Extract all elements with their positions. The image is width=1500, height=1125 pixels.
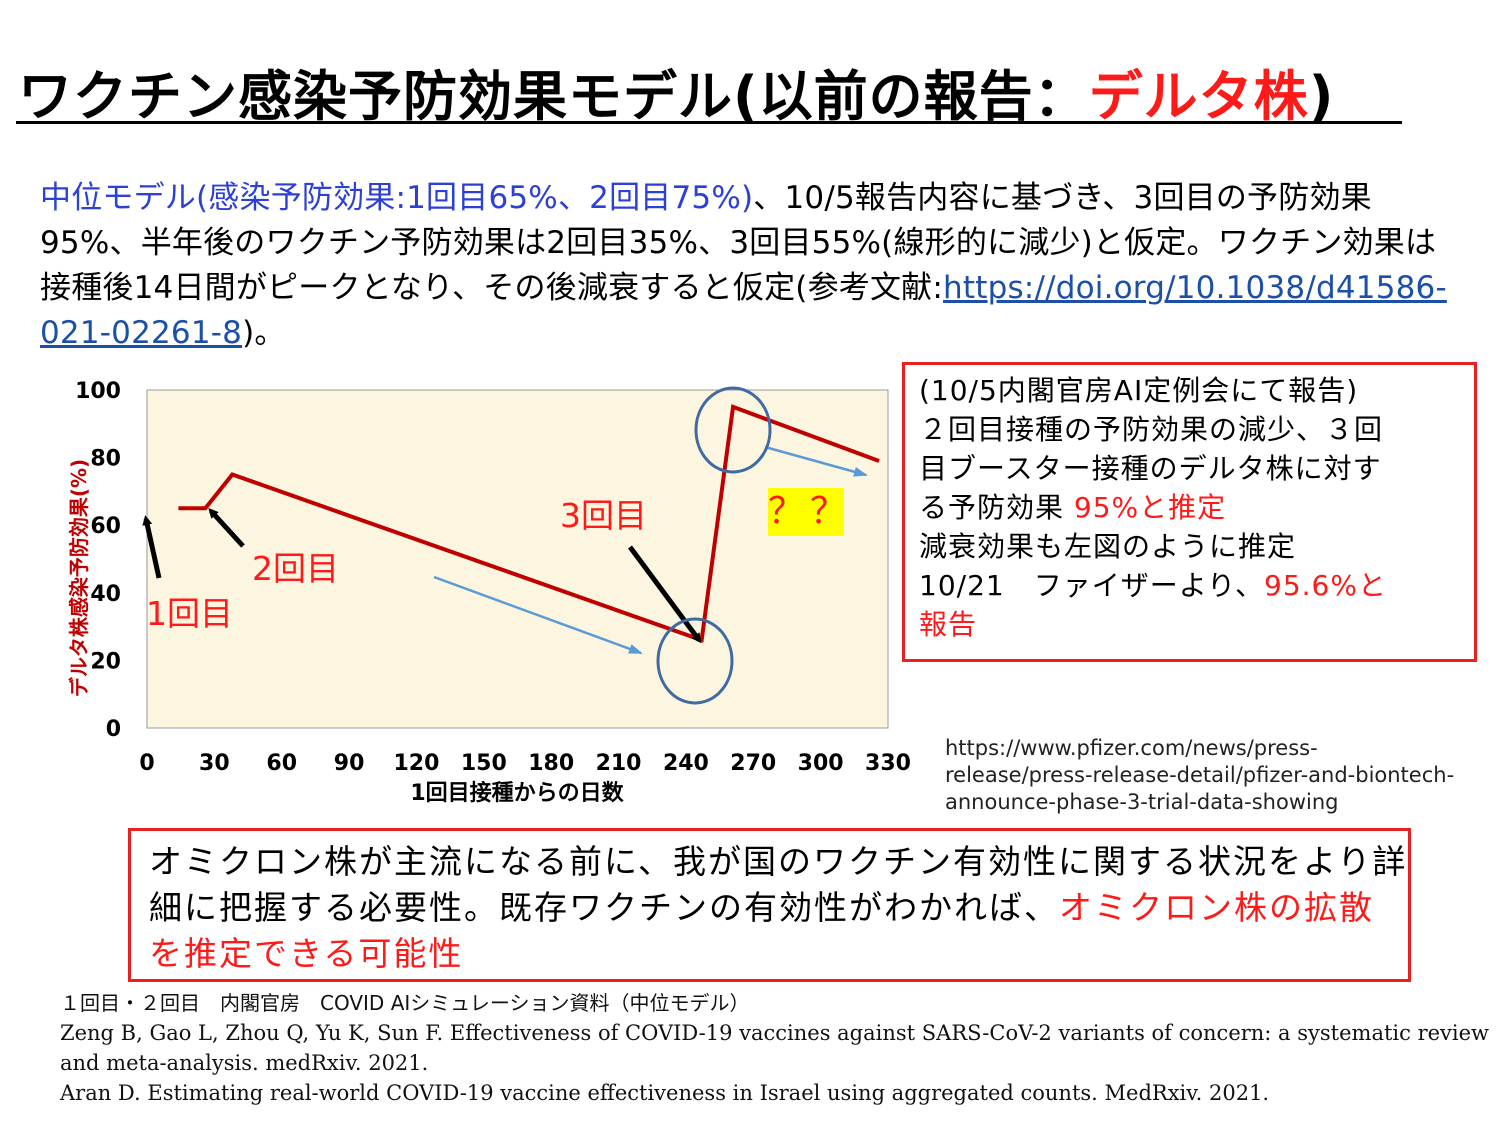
- title-highlight: デルタ株: [1088, 65, 1309, 128]
- note-box: (10/5内閣官房AI定例会にて報告) ２回目接種の予防効果の減少、３回 目ブー…: [902, 362, 1477, 662]
- x-tick-label: 240: [663, 751, 709, 776]
- x-tick-label: 150: [461, 751, 507, 776]
- dose2-label: 2回目: [252, 549, 339, 588]
- x-tick-label: 180: [528, 751, 574, 776]
- y-axis-ticks: 0 20 40 60 80 100: [75, 379, 121, 742]
- note-line-7: 報告: [919, 608, 978, 641]
- note-line-4-highlight: 95%と推定: [1073, 491, 1227, 524]
- intro-text-end: )。: [242, 315, 286, 351]
- low-point-circle: [656, 617, 734, 705]
- x-tick-label: 60: [266, 751, 297, 776]
- y-tick-label: 0: [106, 717, 121, 742]
- intro-text: 、10/5報告内容に基づき、3回目の予防効果95%、半年後のワクチン予防効果は2…: [40, 180, 1437, 306]
- x-axis-ticks: 0 30 60 90 120 150 180 210 240 270 300 330: [139, 751, 910, 776]
- decline-arrow-1: [433, 575, 643, 655]
- x-tick-label: 120: [393, 751, 439, 776]
- note-line-5: 減衰効果も左図のように推定: [919, 530, 1297, 563]
- title-close: ): [1308, 65, 1335, 128]
- efficacy-series-line: [178, 404, 880, 643]
- x-tick-label: 300: [798, 751, 844, 776]
- dose1-label: 1回目: [146, 594, 233, 633]
- x-axis-label: 1回目接種からの日数: [410, 780, 624, 806]
- reference-1: １回目・２回目 内閣官房 COVID AIシミュレーション資料（中位モデル）: [60, 991, 750, 1015]
- title-underline: [16, 121, 1402, 124]
- y-tick-label: 100: [75, 379, 121, 404]
- note-line-6-highlight: 95.6%と: [1264, 569, 1387, 602]
- question-marks: ？？: [768, 488, 846, 536]
- plot-area: [146, 389, 889, 729]
- decline-arrow-2: [764, 445, 868, 477]
- x-tick-label: 330: [865, 751, 910, 776]
- dose1-arrow: [142, 515, 162, 579]
- x-tick-label: 210: [596, 751, 642, 776]
- intro-model-label: 中位モデル(感染予防効果:1回目65%、2回目75%): [40, 180, 754, 216]
- pfizer-source-url: https://www.pfizer.com/news/press-releas…: [945, 736, 1455, 814]
- conclusion-text: オミクロン株が主流になる前に、我が国のワクチン有効性に関する状況をより詳細に把握…: [149, 839, 1408, 977]
- title-main: ワクチン感染予防効果モデル(以前の報告：: [18, 65, 1089, 128]
- dose3-label: 3回目: [560, 496, 647, 535]
- x-tick-label: 0: [139, 751, 154, 776]
- note-line-6-text: 10/21 ファイザーより、: [919, 569, 1265, 602]
- conclusion-box: オミクロン株が主流になる前に、我が国のワクチン有効性に関する状況をより詳細に把握…: [128, 828, 1411, 982]
- y-tick-label: 60: [90, 514, 121, 539]
- vaccine-efficacy-chart: 0 20 40 60 80 100 0 30 60 90 120 150 180 210 240 270 30…: [67, 379, 910, 806]
- conclusion-text-main: オミクロン株が主流になる前に、我が国のワクチン有効性に関する状況をより詳細に把握…: [149, 842, 1408, 927]
- page-title: ワクチン感染予防効果モデル(以前の報告：デルタ株): [18, 52, 1334, 131]
- note-line-4-text: る予防効果: [919, 491, 1074, 524]
- x-tick-label: 30: [199, 751, 230, 776]
- series-layer: [178, 404, 880, 643]
- note-line-1: (10/5内閣官房AI定例会にて報告): [919, 374, 1359, 407]
- reference-link[interactable]: https://doi.org/10.1038/d41586-021-02261…: [40, 270, 1447, 351]
- reference-2: Zeng B, Gao L, Zhou Q, Yu K, Sun F. Effe…: [60, 1021, 1490, 1075]
- peak-circle: [694, 386, 772, 474]
- x-tick-label: 270: [730, 751, 776, 776]
- note-line-3: 目ブースター接種のデルタ株に対す: [919, 452, 1382, 485]
- note-line-2: ２回目接種の予防効果の減少、３回: [919, 413, 1384, 446]
- y-tick-label: 20: [90, 649, 121, 674]
- y-tick-label: 80: [90, 447, 121, 472]
- y-tick-label: 40: [90, 582, 121, 607]
- dose2-arrow: [208, 508, 245, 548]
- intro-paragraph: 中位モデル(感染予防効果:1回目65%、2回目75%)、10/5報告内容に基づき…: [40, 176, 1460, 356]
- y-axis-label: デルタ株感染予防効果(%): [67, 459, 91, 697]
- x-tick-label: 90: [334, 751, 365, 776]
- reference-3: Aran D. Estimating real-world COVID-19 v…: [60, 1081, 1270, 1105]
- note-line-4: る予防効果 95%と推定: [919, 488, 1474, 527]
- note-line-6: 10/21 ファイザーより、95.6%と: [919, 566, 1474, 605]
- conclusion-highlight: オミクロン株の拡散を推定できる可能性: [149, 888, 1374, 973]
- dose3-arrow: [627, 545, 702, 644]
- references: １回目・２回目 内閣官房 COVID AIシミュレーション資料（中位モデル） Z…: [60, 988, 1490, 1108]
